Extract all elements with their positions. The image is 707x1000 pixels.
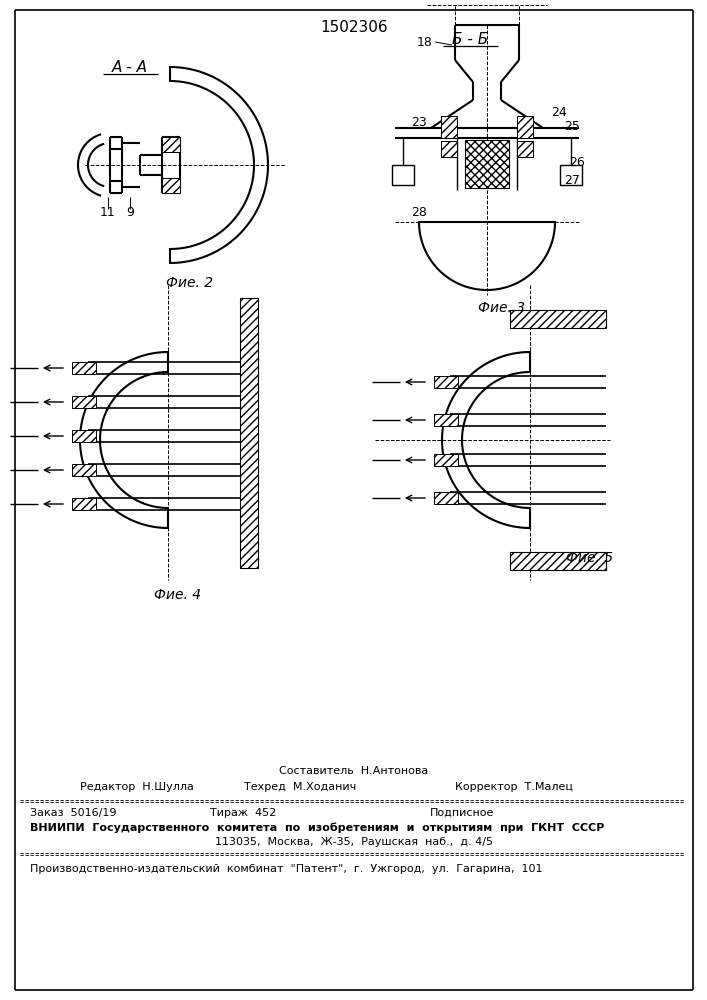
Bar <box>560 165 582 185</box>
Text: Тираж  452: Тираж 452 <box>210 808 276 818</box>
Text: ВНИИПИ  Государственного  комитета  по  изобретениям  и  открытиям  при  ГКНТ  С: ВНИИПИ Государственного комитета по изоб… <box>30 823 604 833</box>
Text: А - А: А - А <box>112 60 148 76</box>
Text: 26: 26 <box>569 155 585 168</box>
Bar <box>510 552 606 570</box>
Text: 23: 23 <box>411 115 427 128</box>
Text: 24: 24 <box>551 105 567 118</box>
Text: Б - Б: Б - Б <box>452 32 488 47</box>
Bar <box>72 396 96 408</box>
Text: 113035,  Москва,  Ж-35,  Раушская  наб.,  д. 4/5: 113035, Москва, Ж-35, Раушская наб., д. … <box>215 837 493 847</box>
Text: 25: 25 <box>564 120 580 133</box>
Bar <box>434 376 458 388</box>
Text: 27: 27 <box>564 174 580 186</box>
Bar <box>72 464 96 476</box>
Bar <box>510 310 606 328</box>
Text: Техред  М.Ходанич: Техред М.Ходанич <box>244 782 356 792</box>
Text: Подписное: Подписное <box>430 808 494 818</box>
Bar <box>162 137 180 152</box>
Bar <box>162 178 180 193</box>
Bar <box>72 362 96 374</box>
Bar <box>240 298 258 568</box>
Bar <box>517 141 533 157</box>
Bar <box>434 492 458 504</box>
Text: Производственно-издательский  комбинат  "Патент",  г.  Ужгород,  ул.  Гагарина, : Производственно-издательский комбинат "П… <box>30 864 542 874</box>
Bar <box>517 116 533 138</box>
Text: Фие. 2: Фие. 2 <box>166 276 214 290</box>
Bar <box>72 430 96 442</box>
Bar <box>392 165 414 185</box>
Text: Фие. 3: Фие. 3 <box>479 301 525 315</box>
Bar <box>465 140 509 188</box>
Bar <box>434 414 458 426</box>
Text: 18: 18 <box>417 35 433 48</box>
Text: Фие. 5: Фие. 5 <box>566 551 614 565</box>
Text: 9: 9 <box>126 207 134 220</box>
Text: Редактор  Н.Шулла: Редактор Н.Шулла <box>80 782 194 792</box>
Text: Заказ  5016/19: Заказ 5016/19 <box>30 808 117 818</box>
Text: Составитель  Н.Антонова: Составитель Н.Антонова <box>279 766 428 776</box>
Text: Фие. 4: Фие. 4 <box>154 588 201 602</box>
Bar <box>441 116 457 138</box>
Bar <box>434 454 458 466</box>
Text: 28: 28 <box>411 206 427 219</box>
Text: Корректор  Т.Малец: Корректор Т.Малец <box>455 782 573 792</box>
Bar <box>441 141 457 157</box>
Text: 1502306: 1502306 <box>320 20 388 35</box>
Bar <box>72 498 96 510</box>
Text: 11: 11 <box>100 207 116 220</box>
